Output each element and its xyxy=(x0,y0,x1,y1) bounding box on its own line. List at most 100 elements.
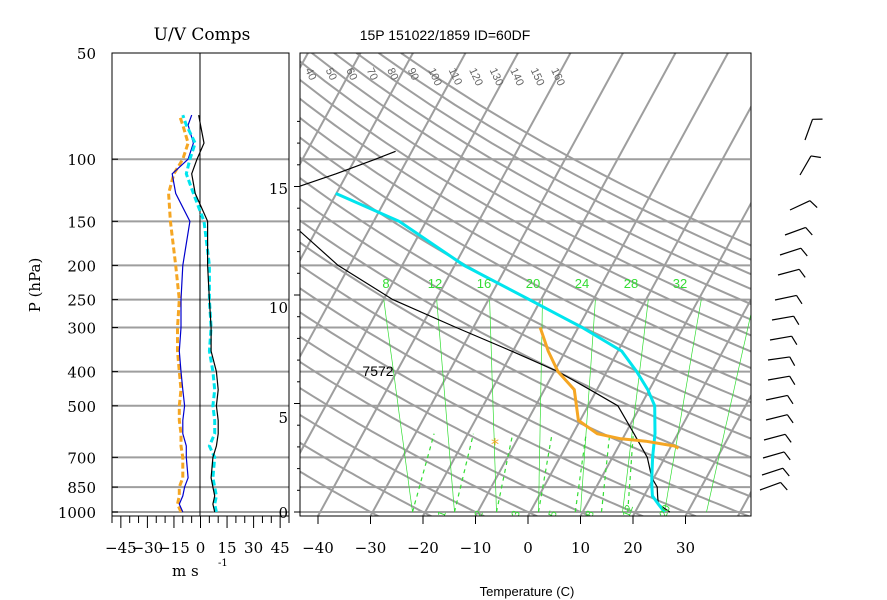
wind-barb-flag xyxy=(796,295,803,305)
temperature-tick--10: −10 xyxy=(460,539,492,557)
wind-barb-flag xyxy=(787,395,794,405)
adiabat-label-130: 130 xyxy=(487,66,506,88)
mixing-line xyxy=(383,299,413,513)
height-tick-5: 5 xyxy=(278,409,288,427)
wind-barb-shaft xyxy=(779,247,802,256)
skewt-frame xyxy=(299,52,752,517)
dashed-mixing-line xyxy=(495,433,514,513)
wind-barb-shaft xyxy=(762,451,785,459)
profile-orange xyxy=(538,327,680,450)
pressure-tick-250: 250 xyxy=(67,292,96,310)
temperature-tick--20: −20 xyxy=(407,539,439,557)
dry-adiabat--10 xyxy=(300,413,486,516)
dashed-mixing-line xyxy=(537,433,553,513)
dry-adiabat-80 xyxy=(300,197,751,440)
pressure-tick-1000: 1000 xyxy=(58,504,96,522)
height-tick-10: 10 xyxy=(269,299,288,317)
mixing-ratio-label-20: 20 xyxy=(526,276,540,291)
uv-title: U/V Comps xyxy=(154,25,251,45)
pressure-tick-150: 150 xyxy=(67,213,96,231)
wind-barb-shaft xyxy=(761,467,784,476)
wind-barb-shaft xyxy=(799,155,812,176)
pressure-tick-400: 400 xyxy=(67,364,96,382)
wind-barb-flag xyxy=(789,375,796,386)
temperature-tick-labels: −40 −30 −20 −10 0 10 20 30 xyxy=(302,516,695,557)
temperature-tick--40: −40 xyxy=(302,539,334,557)
skewt-isotherms xyxy=(300,53,751,516)
isotherm-30 xyxy=(684,393,751,516)
wind-barb-flag xyxy=(805,227,813,236)
isotherm-20 xyxy=(632,297,751,516)
temperature-axis-label: Temperature (C) xyxy=(480,584,575,599)
wind-barb-shaft xyxy=(767,356,790,361)
dry-adiabat-150 xyxy=(300,60,751,321)
dashed-label-12: 12 xyxy=(621,503,636,519)
skewt-profiles: * xyxy=(300,150,680,513)
wind-barb-shaft xyxy=(763,433,786,441)
wind-barb-shaft xyxy=(765,414,788,421)
dry-adiabat-170 xyxy=(333,53,751,291)
temperature-tick-30: 30 xyxy=(676,539,695,557)
mixing-ratio-label-12: 12 xyxy=(428,276,442,291)
mixing-line xyxy=(538,299,543,513)
pressure-tick-700: 700 xyxy=(67,449,96,467)
dry-adiabat--20 xyxy=(300,441,434,516)
dry-adiabat-130 xyxy=(300,97,751,353)
temperature-tick-0: 0 xyxy=(523,539,533,557)
isotherm--80 xyxy=(300,53,362,166)
wind-barb-shaft xyxy=(767,375,790,381)
wind-barb-shaft xyxy=(765,394,788,401)
adiabat-label-90: 90 xyxy=(405,66,421,82)
uv-series xyxy=(167,114,219,513)
wind-barb-shaft xyxy=(771,315,794,321)
dashed-label-5: 5 xyxy=(547,509,560,519)
pressure-tick-850: 850 xyxy=(67,479,96,497)
wind-barb-shaft xyxy=(789,200,811,211)
adiabat-label-100: 100 xyxy=(425,66,444,88)
dashed-mixing-line xyxy=(600,433,611,513)
mixing-ratio-label-24: 24 xyxy=(575,276,589,291)
dashed-mixing-line xyxy=(411,433,435,513)
wind-barb-flag xyxy=(784,433,792,443)
wind-barb-flag xyxy=(793,315,800,326)
adiabat-label-50: 50 xyxy=(323,66,339,82)
temperature-tick-20: 20 xyxy=(623,539,642,557)
mixing-ratio-label-8: 8 xyxy=(382,276,389,291)
pressure-tick-300: 300 xyxy=(67,320,96,338)
mixing-ratio-label-32: 32 xyxy=(673,276,687,291)
mixing-line xyxy=(436,299,455,513)
wind-barb-shaft xyxy=(784,226,806,236)
uv-x-tick--30: −30 xyxy=(132,539,164,557)
dashed-mixing-line xyxy=(627,433,634,513)
pressure-tick-100: 100 xyxy=(67,151,96,169)
height-tick-labels: 0 5 10 15 xyxy=(269,120,300,522)
wind-barb-shaft xyxy=(804,119,814,141)
cape-annotation: 7572 xyxy=(362,363,393,379)
uv-series-environment xyxy=(191,114,219,513)
adiabat-label-160: 160 xyxy=(548,66,567,88)
mixing-line xyxy=(664,299,702,513)
dry-adiabat-50 xyxy=(300,263,751,498)
adiabat-label-150: 150 xyxy=(528,66,547,88)
pressure-tick-200: 200 xyxy=(67,257,96,275)
pressure-tick-50: 50 xyxy=(77,45,96,63)
pressure-axis-label: P (hPa) xyxy=(26,258,44,313)
uv-x-axis-label: m s xyxy=(172,562,199,580)
wind-barb-shaft xyxy=(777,268,800,276)
dry-adiabat-140 xyxy=(300,78,751,337)
dry-adiabat-0 xyxy=(300,386,539,516)
isotherm--40 xyxy=(317,53,572,516)
dashed-label-3: 3 xyxy=(510,509,523,519)
uv-x-tick-0: 0 xyxy=(196,539,206,557)
isotherm--50 xyxy=(300,53,519,455)
dry-adiabat-70 xyxy=(300,219,751,459)
profile-parcel xyxy=(335,192,666,513)
wind-barb-shaft xyxy=(769,335,792,341)
dashed-label-1: 1 xyxy=(436,509,449,519)
wind-barb-flag xyxy=(780,482,788,491)
uv-x-axis-label-sup: -1 xyxy=(218,558,228,569)
adiabat-label-60: 60 xyxy=(343,66,359,82)
mixing-ratio-label-28: 28 xyxy=(624,276,638,291)
mixing-ratio-label-16: 16 xyxy=(477,276,491,291)
